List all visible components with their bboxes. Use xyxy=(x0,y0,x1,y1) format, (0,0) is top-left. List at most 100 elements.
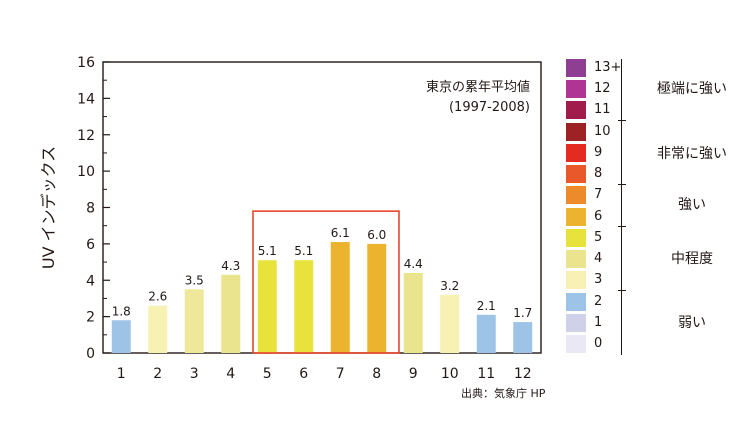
legend-swatch-9: 9 xyxy=(566,142,626,164)
legend-color-6 xyxy=(566,208,586,226)
bar-month-5 xyxy=(257,260,277,353)
x-tick-label: 3 xyxy=(190,366,199,382)
data-label-month-5: 5.1 xyxy=(258,244,277,258)
legend-swatch-3: 3 xyxy=(566,269,626,291)
legend-bracket-divider xyxy=(618,184,626,185)
legend-swatch-10: 10 xyxy=(566,121,626,143)
y-tick-label: 12 xyxy=(77,128,95,144)
legend-swatch-0: 0 xyxy=(566,333,626,355)
data-label-month-1: 1.8 xyxy=(112,304,131,318)
legend-label-12: 12 xyxy=(594,81,611,96)
legend-swatch-11: 11 xyxy=(566,99,626,121)
legend-bracket-line xyxy=(621,59,630,355)
x-tick-label: 8 xyxy=(372,366,381,382)
legend-color-3 xyxy=(566,271,586,289)
legend-bracket-divider xyxy=(618,290,626,291)
bar-month-4 xyxy=(221,274,241,353)
legend-color-11 xyxy=(566,101,586,119)
highlight-box xyxy=(252,210,400,354)
y-tick-label: 6 xyxy=(86,237,95,253)
legend-label-5: 5 xyxy=(594,230,603,245)
legend-color-12 xyxy=(566,80,586,98)
y-tick-label: 14 xyxy=(77,91,95,107)
x-tick-label: 11 xyxy=(477,366,495,382)
x-tick-label: 10 xyxy=(441,366,459,382)
legend-swatch-12: 12 xyxy=(566,78,626,100)
annotation-line-1: 東京の累年平均値 xyxy=(425,80,530,95)
y-tick-label: 16 xyxy=(77,55,95,71)
legend-color-1 xyxy=(566,314,586,332)
data-label-month-11: 2.1 xyxy=(477,299,496,313)
bar-month-3 xyxy=(184,289,204,353)
data-label-month-10: 3.2 xyxy=(440,279,459,293)
legend-label-7: 7 xyxy=(594,187,603,202)
data-label-month-12: 1.7 xyxy=(513,306,532,320)
bar-month-7 xyxy=(330,242,350,353)
legend-label-6: 6 xyxy=(594,209,603,224)
legend-label-0: 0 xyxy=(594,336,603,351)
legend-color-4 xyxy=(566,250,586,268)
legend-label-4: 4 xyxy=(594,251,603,266)
legend-bracket-divider xyxy=(618,120,626,121)
legend-swatch-4: 4 xyxy=(566,248,626,270)
legend-color-13 xyxy=(566,59,586,77)
data-label-month-9: 4.4 xyxy=(404,257,423,271)
legend-swatch-5: 5 xyxy=(566,227,626,249)
legend-label-1: 1 xyxy=(594,315,603,330)
x-tick-label: 4 xyxy=(226,366,235,382)
legend-swatch-7: 7 xyxy=(566,184,626,206)
legend-label-13: 13+ xyxy=(594,60,622,75)
x-tick-label: 12 xyxy=(514,366,532,382)
legend-label-2: 2 xyxy=(594,294,603,309)
x-tick-label: 1 xyxy=(117,366,126,382)
legend-swatch-2: 2 xyxy=(566,291,626,313)
data-label-month-2: 2.6 xyxy=(148,290,167,304)
legend-category-strong: 強い xyxy=(678,197,706,213)
data-label-month-7: 6.1 xyxy=(331,226,350,240)
legend-color-0 xyxy=(566,335,586,353)
bar-month-11 xyxy=(476,314,496,353)
uv-legend: 13+ 12 11 10 9 8 7 6 5 4 3 2 xyxy=(566,57,750,357)
x-tick-label: 2 xyxy=(153,366,162,382)
legend-color-10 xyxy=(566,123,586,141)
data-label-month-3: 3.5 xyxy=(185,273,204,287)
chart-annotation: 東京の累年平均値 (1997-2008) xyxy=(392,78,530,118)
y-tick-label: 0 xyxy=(86,346,95,362)
y-tick-label: 8 xyxy=(86,201,95,217)
data-label-month-6: 5.1 xyxy=(294,244,313,258)
legend-category-extreme: 極端に強い xyxy=(657,81,727,97)
x-tick-label: 6 xyxy=(299,366,308,382)
x-tick-label: 5 xyxy=(263,366,272,382)
x-tick-label: 7 xyxy=(336,366,345,382)
legend-color-8 xyxy=(566,165,586,183)
bar-month-12 xyxy=(513,322,533,353)
legend-bracket-divider xyxy=(618,226,626,227)
legend-label-8: 8 xyxy=(594,166,603,181)
y-axis-label: UV インデックス xyxy=(39,146,58,269)
legend-swatch-13: 13+ xyxy=(566,57,626,79)
legend-color-5 xyxy=(566,229,586,247)
legend-category-very-strong: 非常に強い xyxy=(657,146,727,162)
legend-category-weak: 弱い xyxy=(678,315,706,331)
y-tick-label: 10 xyxy=(77,164,95,180)
annotation-line-2: (1997-2008) xyxy=(448,100,530,115)
legend-swatch-6: 6 xyxy=(566,206,626,228)
y-tick-label: 4 xyxy=(86,273,95,289)
x-tick-label: 9 xyxy=(409,366,418,382)
legend-swatch-8: 8 xyxy=(566,163,626,185)
bar-month-9 xyxy=(403,272,423,353)
legend-label-3: 3 xyxy=(594,272,603,287)
source-credit: 出典：気象庁 HP xyxy=(461,387,546,400)
bar-month-2 xyxy=(148,305,168,353)
bar-month-10 xyxy=(440,294,460,353)
bar-month-6 xyxy=(294,260,314,353)
data-label-month-8: 6.0 xyxy=(367,228,386,242)
legend-swatch-1: 1 xyxy=(566,312,626,334)
y-tick-label: 2 xyxy=(86,310,95,326)
bar-month-1 xyxy=(111,320,131,353)
legend-color-2 xyxy=(566,293,586,311)
bar-month-8 xyxy=(367,243,387,353)
legend-label-11: 11 xyxy=(594,102,611,117)
legend-color-7 xyxy=(566,186,586,204)
